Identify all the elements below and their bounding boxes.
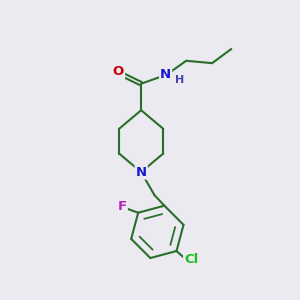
Text: F: F [118,200,127,213]
Text: Cl: Cl [184,253,198,266]
Text: H: H [175,75,184,85]
Text: O: O [113,65,124,79]
Text: N: N [160,68,171,81]
Text: N: N [136,166,147,178]
